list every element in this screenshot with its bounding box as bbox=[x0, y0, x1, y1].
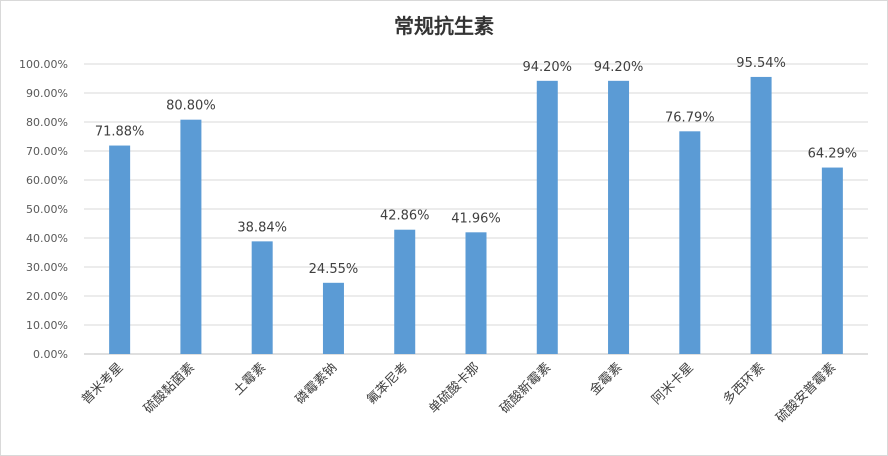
category-label: 硫酸安普霉素 bbox=[773, 360, 839, 426]
data-label: 24.55% bbox=[309, 262, 359, 277]
y-tick-label: 20.00% bbox=[26, 290, 68, 303]
bar bbox=[750, 76, 772, 355]
bar bbox=[465, 232, 487, 354]
category-label: 单硫酸卡那 bbox=[426, 360, 483, 417]
bar bbox=[821, 167, 843, 354]
data-label: 94.20% bbox=[594, 60, 644, 75]
y-tick-label: 40.00% bbox=[26, 232, 68, 245]
data-label: 76.79% bbox=[665, 110, 715, 125]
category-label: 多西环素 bbox=[720, 360, 768, 408]
bar bbox=[608, 80, 630, 354]
bar bbox=[679, 131, 701, 354]
category-label: 阿米卡星 bbox=[649, 360, 696, 407]
y-tick-label: 50.00% bbox=[26, 203, 68, 216]
y-tick-label: 90.00% bbox=[26, 87, 68, 100]
y-tick-label: 100.00% bbox=[19, 58, 68, 71]
data-label: 41.96% bbox=[451, 211, 501, 226]
category-label: 磷霉素钠 bbox=[293, 360, 340, 407]
category-label: 硫酸新霉素 bbox=[497, 360, 554, 417]
category-label: 土霉素 bbox=[231, 360, 269, 398]
category-label: 普米考星 bbox=[79, 360, 126, 407]
y-tick-label: 60.00% bbox=[26, 174, 68, 187]
data-label: 95.54% bbox=[736, 56, 786, 71]
data-label: 38.84% bbox=[237, 220, 287, 235]
category-label: 金霉素 bbox=[586, 360, 625, 399]
bar bbox=[109, 145, 131, 354]
bar bbox=[394, 229, 416, 354]
data-label: 42.86% bbox=[380, 209, 430, 224]
y-tick-label: 0.00% bbox=[33, 348, 68, 361]
bar bbox=[251, 241, 273, 354]
y-tick-label: 80.00% bbox=[26, 116, 68, 129]
category-label: 氟苯尼考 bbox=[364, 360, 411, 407]
data-label: 71.88% bbox=[95, 125, 145, 140]
category-label: 硫酸黏菌素 bbox=[140, 360, 197, 417]
bar bbox=[180, 119, 202, 355]
y-tick-label: 70.00% bbox=[26, 145, 68, 158]
data-label: 94.20% bbox=[522, 60, 572, 75]
y-tick-label: 10.00% bbox=[26, 319, 68, 332]
data-label: 80.80% bbox=[166, 99, 216, 114]
data-label: 64.29% bbox=[808, 147, 858, 162]
bar bbox=[536, 80, 558, 354]
y-tick-label: 30.00% bbox=[26, 261, 68, 274]
chart-title: 常规抗生素 bbox=[394, 14, 494, 38]
bar bbox=[322, 282, 344, 354]
